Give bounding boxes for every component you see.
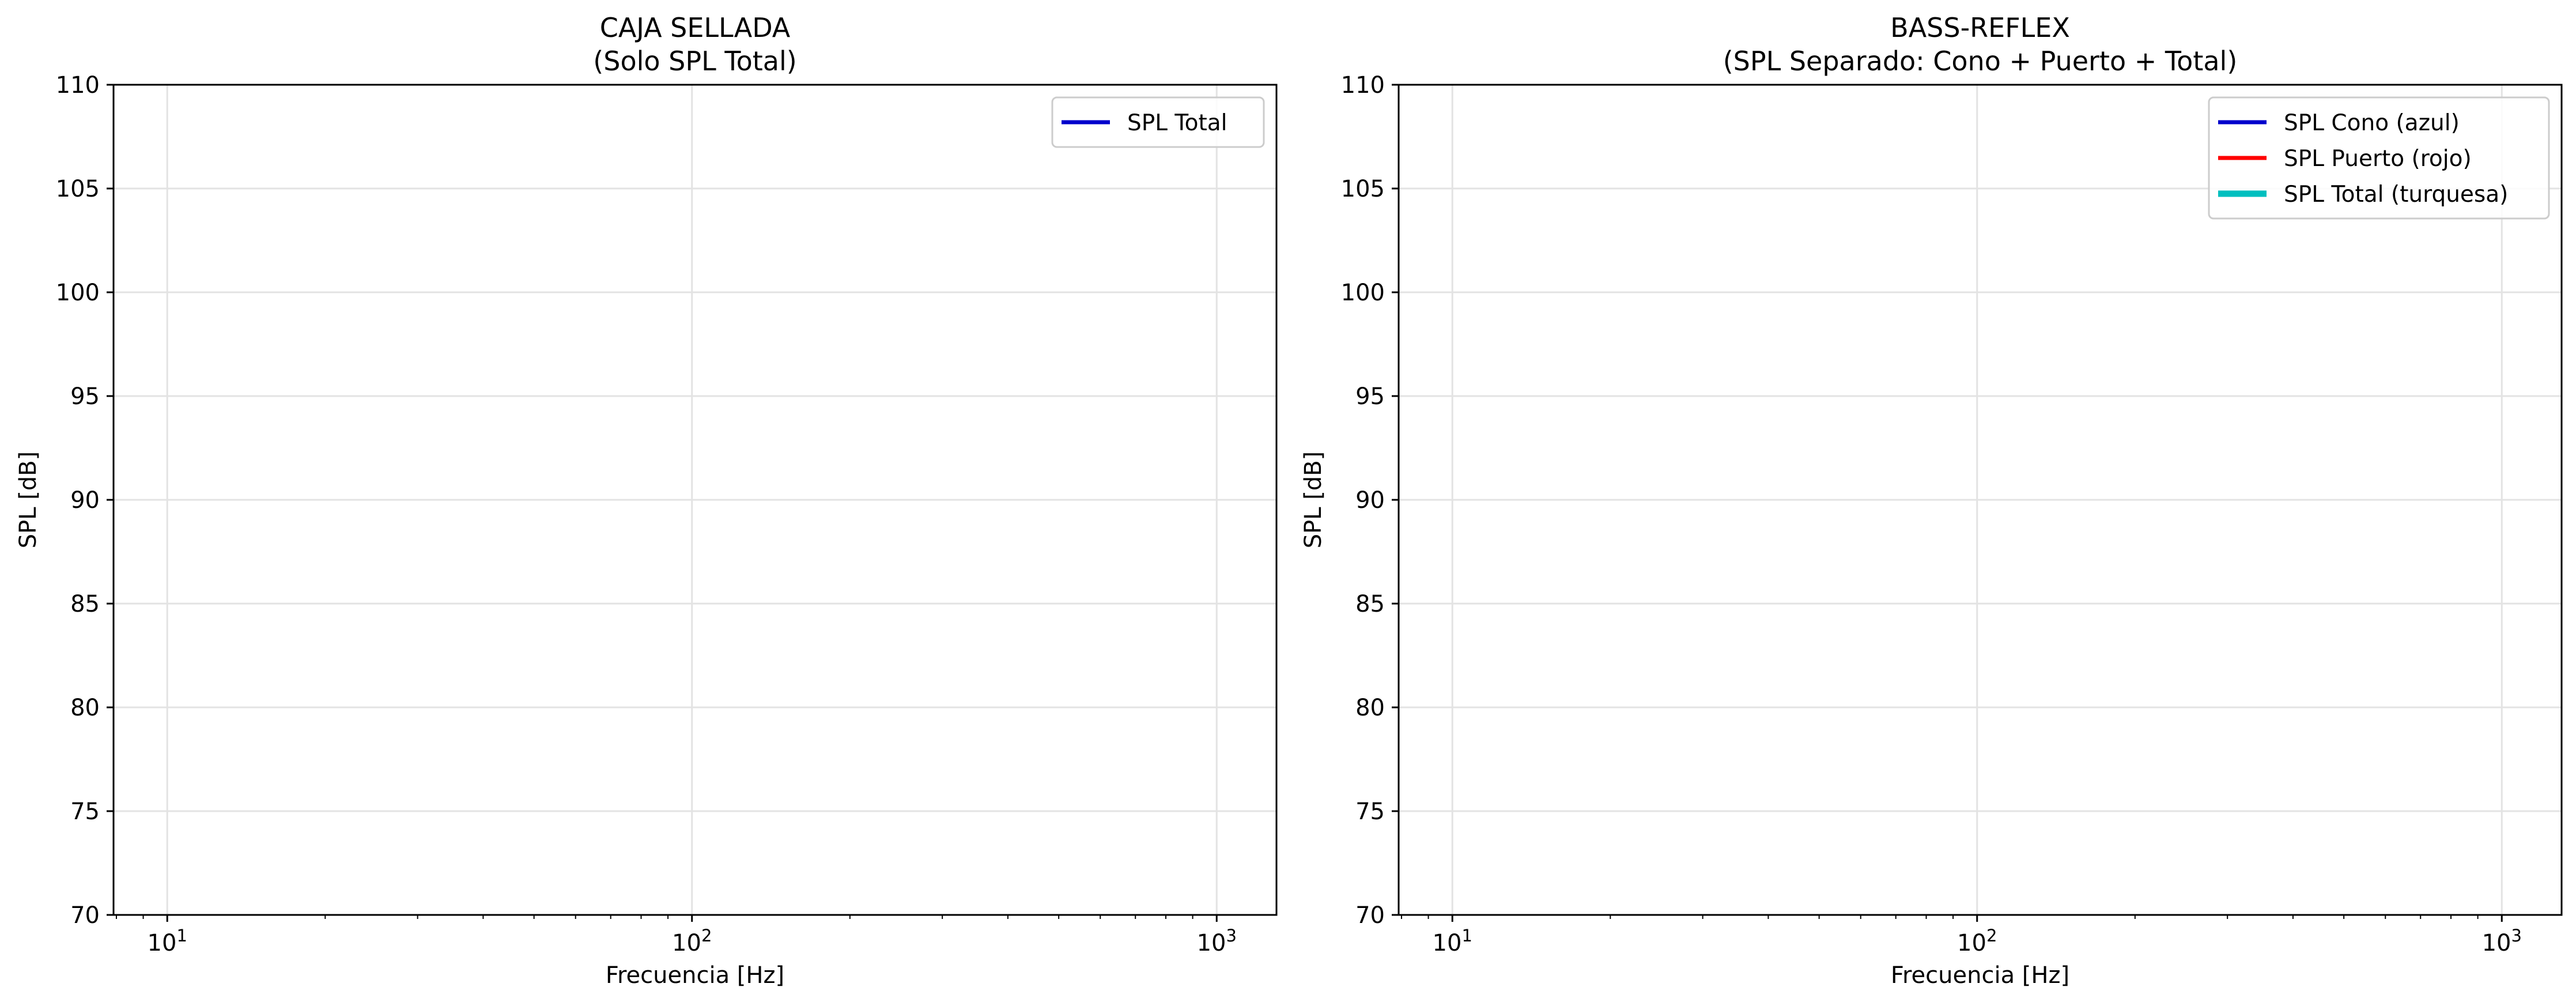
chart-2: 70 75 80 85 90 95 100 105 110 101 102 103 BASS-REFLE… <box>1300 12 2563 989</box>
y-tick-label: 70 <box>1355 902 1385 929</box>
y-tick-label: 70 <box>70 902 100 929</box>
y-tick-label: 95 <box>1355 383 1385 410</box>
y-tick-label: 75 <box>70 798 100 825</box>
x-tick-label: 102 <box>672 926 712 956</box>
chart-1: 70 75 80 85 90 95 100 105 110 101 102 103 CAJA SELLA… <box>15 12 1278 989</box>
y-tick-label: 105 <box>56 176 100 202</box>
legend-label: SPL Cono (azul) <box>2284 110 2460 136</box>
y-tick-label: 100 <box>56 280 100 306</box>
y-tick-label: 80 <box>1355 695 1385 721</box>
x-tick-label: 103 <box>2482 926 2522 956</box>
y-tick-label: 110 <box>1341 72 1385 99</box>
x-tick-label: 103 <box>1197 926 1237 956</box>
chart-title-line2: (Solo SPL Total) <box>593 46 796 77</box>
y-tick-label: 105 <box>1341 176 1385 202</box>
y-tick-label: 85 <box>70 591 100 617</box>
x-axis-label: Frecuencia [Hz] <box>606 962 784 989</box>
y-tick-label: 75 <box>1355 798 1385 825</box>
x-tick-label: 101 <box>148 926 187 956</box>
x-tick-label: 101 <box>1433 926 1472 956</box>
legend-box <box>2208 96 2550 220</box>
legend-label: SPL Puerto (rojo) <box>2284 146 2472 172</box>
y-axis-label: SPL [dB] <box>1300 451 1327 549</box>
y-tick-label: 100 <box>1341 280 1385 306</box>
legend: SPL Total <box>1051 96 1265 148</box>
legend-box <box>1051 96 1265 148</box>
x-axis-label: Frecuencia [Hz] <box>1891 962 2069 989</box>
x-tick-label: 102 <box>1957 926 1997 956</box>
y-tick-label: 80 <box>70 695 100 721</box>
chart-title-line1: BASS-REFLEX <box>1890 12 2070 43</box>
y-tick-label: 90 <box>1355 487 1385 514</box>
legend: SPL Cono (azul) SPL Puerto (rojo) SPL Tota… <box>2208 96 2550 220</box>
chart-title-line1: CAJA SELLADA <box>600 12 791 43</box>
legend-label: SPL Total <box>1127 110 1227 136</box>
y-tick-label: 85 <box>1355 591 1385 617</box>
y-axis-label: SPL [dB] <box>15 451 41 549</box>
y-tick-label: 90 <box>70 487 100 514</box>
chart-title-line2: (SPL Separado: Cono + Puerto + Total) <box>1723 46 2238 77</box>
y-tick-label: 110 <box>56 72 100 99</box>
legend-label: SPL Total (turquesa) <box>2284 182 2508 208</box>
y-tick-label: 95 <box>70 383 100 410</box>
